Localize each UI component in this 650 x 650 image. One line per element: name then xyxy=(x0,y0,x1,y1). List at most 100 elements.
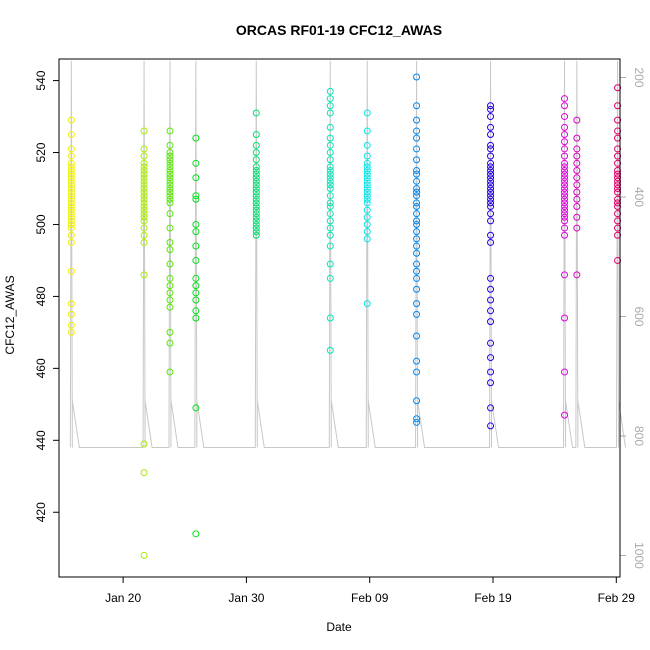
data-point xyxy=(252,167,260,175)
data-point xyxy=(67,174,75,182)
data-point xyxy=(166,224,174,232)
data-point xyxy=(140,177,148,185)
data-point xyxy=(561,113,569,121)
data-point xyxy=(252,181,260,189)
data-point xyxy=(573,152,581,160)
y-tick-label: 420 xyxy=(34,502,48,522)
data-point xyxy=(561,202,569,210)
data-point xyxy=(413,127,421,135)
data-point xyxy=(326,231,334,239)
data-point xyxy=(614,202,622,210)
axes-layer: 420 440 460 480 500 520 540 Jan 20 Jan 30 Feb 09 F… xyxy=(34,68,646,605)
data-point xyxy=(561,213,569,221)
data-point xyxy=(561,167,569,175)
data-point xyxy=(252,185,260,192)
data-point xyxy=(487,199,495,207)
data-point xyxy=(67,145,75,153)
data-point xyxy=(326,177,334,185)
data-point xyxy=(140,159,148,167)
data-point xyxy=(67,188,75,196)
data-point xyxy=(487,192,495,200)
data-point xyxy=(413,202,421,210)
data-point xyxy=(561,185,569,192)
data-point xyxy=(166,303,174,311)
data-point xyxy=(413,217,421,225)
data-point xyxy=(252,210,260,218)
y-tick-label: 500 xyxy=(34,214,48,234)
data-point xyxy=(326,224,334,232)
data-point xyxy=(614,217,622,225)
data-point xyxy=(487,202,495,210)
data-point xyxy=(561,131,569,139)
data-point xyxy=(614,134,622,142)
data-point xyxy=(326,87,334,95)
data-point xyxy=(252,202,260,210)
data-point xyxy=(614,127,622,135)
data-point xyxy=(413,185,421,192)
data-point xyxy=(140,206,148,214)
data-point xyxy=(67,300,75,308)
data-point xyxy=(363,206,371,214)
data-point xyxy=(363,167,371,175)
data-point xyxy=(363,220,371,228)
data-point xyxy=(140,170,148,178)
data-point xyxy=(140,231,148,239)
data-point xyxy=(487,354,495,362)
data-point xyxy=(140,238,148,246)
right-tick-label: 200 xyxy=(632,68,646,88)
data-point xyxy=(363,213,371,221)
data-point xyxy=(363,188,371,196)
data-point xyxy=(326,109,334,117)
data-point xyxy=(140,202,148,210)
data-point xyxy=(140,195,148,203)
data-point xyxy=(413,249,421,257)
data-point xyxy=(67,181,75,189)
data-point xyxy=(413,102,421,110)
x-tick-label: Feb 19 xyxy=(474,591,512,605)
data-point xyxy=(487,131,495,139)
data-point xyxy=(363,170,371,178)
data-point xyxy=(614,224,622,232)
data-point xyxy=(487,339,495,347)
data-point xyxy=(192,220,200,228)
data-point xyxy=(413,167,421,175)
data-point xyxy=(561,195,569,203)
x-axis-label: Date xyxy=(326,620,352,634)
data-point xyxy=(561,152,569,160)
data-point xyxy=(140,551,148,559)
data-point xyxy=(67,131,75,139)
data-point xyxy=(413,368,421,376)
data-point xyxy=(413,188,421,196)
data-point xyxy=(67,116,75,124)
data-point xyxy=(561,231,569,239)
data-point xyxy=(252,177,260,185)
data-point xyxy=(192,307,200,315)
data-point xyxy=(363,300,371,308)
data-point xyxy=(166,274,174,282)
data-point xyxy=(192,242,200,250)
y-tick-label: 540 xyxy=(34,70,48,90)
data-point xyxy=(561,411,569,419)
data-point xyxy=(140,217,148,225)
data-point xyxy=(192,256,200,264)
data-point xyxy=(140,185,148,192)
data-point xyxy=(561,159,569,167)
data-point xyxy=(487,368,495,376)
data-point xyxy=(252,174,260,182)
data-point xyxy=(192,530,200,538)
data-point xyxy=(140,145,148,153)
data-point xyxy=(614,174,622,182)
data-point xyxy=(192,289,200,297)
data-point xyxy=(614,116,622,124)
data-point xyxy=(487,285,495,293)
data-point xyxy=(166,199,174,207)
data-point xyxy=(413,210,421,218)
data-point xyxy=(363,235,371,243)
data-point xyxy=(252,217,260,225)
data-point xyxy=(67,167,75,175)
data-point xyxy=(614,159,622,167)
data-point xyxy=(413,192,421,200)
right-tick-label: 1000 xyxy=(632,542,646,569)
data-point xyxy=(487,307,495,315)
data-point xyxy=(326,167,334,175)
